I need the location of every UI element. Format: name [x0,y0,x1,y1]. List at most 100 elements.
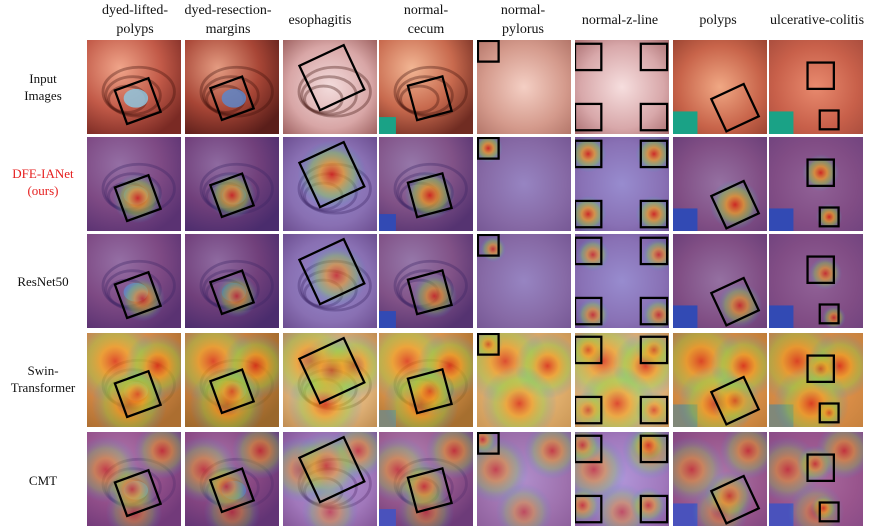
heatmap-swin-2 [185,333,279,427]
heatmap-swin-1 [87,333,181,427]
heatmap-swin-3 [283,333,377,427]
bounding-box [113,468,163,518]
heatmap-resnet-5 [477,234,571,328]
column-header-6: normal-z-line [581,13,659,28]
row-label-ours: DFE-IANet (ours) [12,166,74,198]
bounding-box [639,395,669,425]
heatmap-cmt-3 [283,432,377,526]
heatmap-swin-8 [769,333,863,427]
bounding-box [818,402,840,424]
column-header-8: ulcerative-colitis [769,13,865,28]
bounding-box [818,501,840,523]
bounding-box [113,369,163,419]
heatmap-ours-7 [673,137,767,231]
input-image-4 [379,40,473,134]
bounding-box [477,333,500,356]
column-header-4: normal- cecum [403,3,449,37]
heatmap-resnet-3 [283,234,377,328]
bounding-box [575,102,603,132]
input-image-1 [87,40,181,134]
heatmap-swin-6 [575,333,669,427]
bounding-box [639,434,669,464]
heatmap-ours-6 [575,137,669,231]
bounding-box [575,296,603,326]
heatmap-resnet-1 [87,234,181,328]
input-image-6 [575,40,669,134]
input-image-8 [769,40,863,134]
bounding-box [709,82,761,133]
bounding-box [639,236,669,266]
row-label-cmt: CMT [28,473,58,488]
bounding-box [575,199,603,229]
bounding-box [639,139,669,169]
heatmap-swin-7 [673,333,767,427]
bounding-box [113,173,163,223]
heatmap-cmt-8 [769,432,863,526]
column-header-1: dyed-lifted- polyps [101,3,169,37]
bounding-box [806,354,835,384]
bounding-box [818,303,840,325]
input-image-3 [283,40,377,134]
bounding-box [297,140,366,209]
input-image-2 [185,40,279,134]
heatmap-swin-4 [379,333,473,427]
bounding-box [297,43,366,112]
bounding-box [406,467,454,514]
heatmap-ours-4 [379,137,473,231]
bounding-box [818,206,840,228]
heatmap-ours-5 [477,137,571,231]
heatmap-cmt-5 [477,432,571,526]
bounding-box [406,368,454,415]
column-header-7: polyps [699,13,737,28]
bounding-box [709,276,761,327]
bounding-box [806,158,835,188]
bounding-box [208,269,256,316]
heatmap-ours-3 [283,137,377,231]
row-label-swin: Swin- Transformer [10,363,76,395]
bounding-box [406,75,454,122]
bounding-box [806,61,835,91]
heatmap-cmt-2 [185,432,279,526]
heatmap-swin-5 [477,333,571,427]
bounding-box [477,137,500,160]
heatmap-cmt-7 [673,432,767,526]
column-header-3: esophagitis [288,13,352,28]
bounding-box [575,139,603,169]
bounding-box [818,109,840,131]
bounding-box [208,75,256,122]
bounding-box [639,494,669,524]
bounding-box [297,336,366,405]
bounding-box [575,42,603,72]
bounding-box [639,335,669,365]
column-header-5: normal- pylorus [500,3,546,37]
bounding-box [208,172,256,219]
bounding-box [639,42,669,72]
bounding-box [575,395,603,425]
bounding-box [113,76,163,126]
row-label-input: Input Images [24,71,62,103]
heatmap-cmt-6 [575,432,669,526]
heatmap-cmt-1 [87,432,181,526]
heatmap-ours-2 [185,137,279,231]
heatmap-resnet-2 [185,234,279,328]
heatmap-resnet-6 [575,234,669,328]
heatmap-resnet-8 [769,234,863,328]
input-image-5 [477,40,571,134]
bounding-box [709,474,761,525]
bounding-box [639,102,669,132]
heatmap-resnet-4 [379,234,473,328]
bounding-box [575,494,603,524]
bounding-box [575,434,603,464]
heatmap-resnet-7 [673,234,767,328]
bounding-box [208,368,256,415]
row-label-resnet: ResNet50 [17,274,69,289]
bounding-box [575,236,603,266]
column-header-2: dyed-resection- margins [184,3,272,37]
heatmap-cmt-4 [379,432,473,526]
bounding-box [575,335,603,365]
bounding-box [208,467,256,514]
bounding-box [639,199,669,229]
bounding-box [477,40,500,63]
bounding-box [806,453,835,483]
bounding-box [406,172,454,219]
